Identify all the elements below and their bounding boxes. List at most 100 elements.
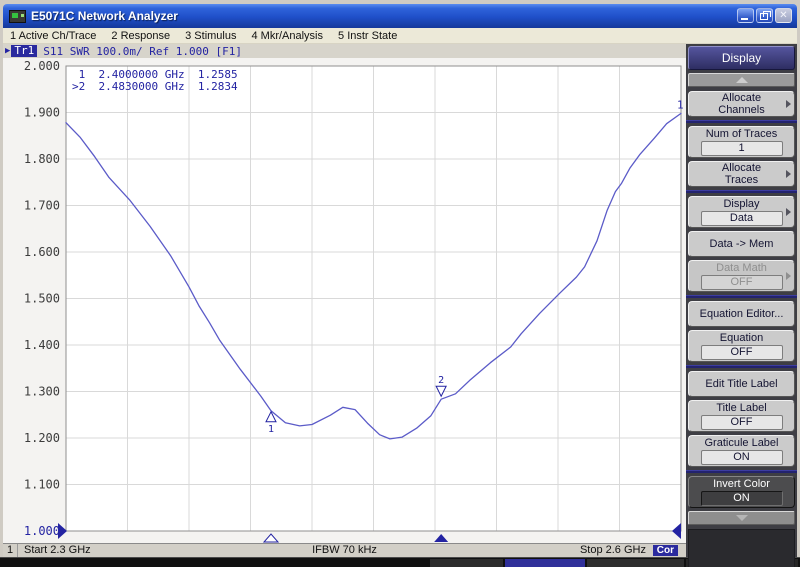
softkey-invert-color[interactable]: Invert Color ON (688, 476, 795, 508)
app-icon (9, 9, 26, 23)
restore-icon[interactable] (756, 8, 773, 23)
softkey-separator (686, 365, 797, 368)
softkey-value: Data (700, 211, 783, 226)
graticule-border (65, 65, 682, 532)
trace-number-badge[interactable]: Tr1 (11, 45, 38, 57)
softkey-separator (686, 190, 797, 193)
reference-level-right-icon (672, 523, 681, 539)
softkey-separator (686, 120, 797, 123)
softkey-label: Allocate Traces (721, 162, 762, 186)
taskbar-segment (430, 559, 503, 567)
softkey-graticule-label[interactable]: Graticule Label ON (688, 435, 795, 467)
menu-item-3[interactable]: 3 Stimulus (185, 29, 237, 42)
softkey-data-math[interactable]: Data Math OFF (688, 260, 795, 292)
softkey-value: OFF (700, 345, 783, 360)
softkey-title-label[interactable]: Title Label OFF (688, 400, 795, 432)
trace-end-number: 1 (677, 98, 684, 111)
softkey-label: Invert Color (713, 478, 770, 490)
taskbar-segment (587, 559, 684, 567)
y-axis-tick-label: 2.000 (24, 59, 60, 73)
taskbar-segment (505, 559, 585, 567)
marker-label: 2 (438, 375, 444, 386)
marker-readout-line: >2 2.4830000 GHz 1.2834 (72, 80, 238, 93)
close-icon[interactable] (775, 8, 792, 23)
reference-level-left-icon (58, 523, 67, 539)
chevron-right-icon (786, 170, 791, 178)
chevron-right-icon (786, 100, 791, 108)
y-axis-tick-label: 1.700 (24, 199, 60, 213)
window-title: E5071C Network Analyzer (31, 9, 178, 23)
plot-area: 2.000 1.900 1.800 1.700 1.600 1.500 1.400 1.300… (3, 58, 686, 543)
softkey-value: ON (700, 491, 783, 506)
y-axis-tick-label: 1.500 (24, 292, 60, 306)
softkey-label: Data -> Mem (709, 238, 774, 250)
softkey-value: ON (700, 450, 783, 465)
softkey-empty-area (688, 529, 795, 567)
softkey-label: Display (723, 198, 760, 210)
softkey-label: Equation Editor... (699, 308, 784, 320)
y-axis-tick-label: 1.100 (24, 478, 60, 492)
softkey-menu-title: Display (688, 46, 795, 70)
y-axis-tick-label: 1.000 (24, 524, 60, 538)
menu-item-4[interactable]: 4 Mkr/Analysis (251, 29, 324, 42)
softkey-value: 1 (700, 141, 783, 156)
menu-bar: 1 Active Ch/Trace 2 Response 3 Stimulus 4 M… (3, 28, 797, 44)
softkey-panel: Display Allocate Channels Num of Traces 1 A… (686, 44, 797, 567)
minimize-icon[interactable] (737, 8, 754, 23)
softkey-label: Allocate Channels (718, 92, 765, 116)
active-trace-pointer-icon: ▶ (5, 46, 11, 56)
softkey-edit-title-label[interactable]: Edit Title Label (688, 371, 795, 397)
menu-item-2[interactable]: 2 Response (111, 29, 171, 42)
marker-triangle-icon (435, 385, 447, 398)
softkey-equation-editor[interactable]: Equation Editor... (688, 301, 795, 327)
softkey-num-of-traces[interactable]: Num of Traces 1 (688, 126, 795, 158)
softkey-label: Title Label (716, 402, 767, 414)
softkey-value: OFF (700, 275, 783, 290)
softkey-display-data[interactable]: Display Data (688, 196, 795, 228)
softkey-data-to-mem[interactable]: Data -> Mem (688, 231, 795, 257)
title-bar: E5071C Network Analyzer (3, 4, 797, 28)
softkey-label: Data Math (716, 262, 767, 274)
status-bar: 1 Start 2.3 GHz IFBW 70 kHz Stop 2.6 GHz… (3, 543, 686, 557)
marker-stimulus-icon (262, 533, 280, 543)
status-ifbw: IFBW 70 kHz (312, 544, 377, 556)
status-start-frequency: Start 2.3 GHz (24, 544, 91, 556)
marker-readout-line: 1 2.4000000 GHz 1.2585 (72, 68, 238, 81)
y-axis-tick-label: 1.200 (24, 431, 60, 445)
y-axis-tick-label: 1.800 (24, 152, 60, 166)
swr-chart: 2.000 1.900 1.800 1.700 1.600 1.500 1.400 1.300… (24, 59, 684, 543)
triangle-up-icon (735, 77, 748, 83)
correction-badge: Cor (652, 545, 678, 556)
softkey-separator (686, 295, 797, 298)
softkey-label: Edit Title Label (705, 378, 778, 390)
triangle-down-icon (735, 515, 748, 521)
menu-item-1[interactable]: 1 Active Ch/Trace (10, 29, 97, 42)
bottom-taskbar (0, 557, 800, 567)
softkey-separator (686, 470, 797, 473)
softkey-allocate-channels[interactable]: Allocate Channels (688, 91, 795, 117)
chevron-right-icon (786, 272, 791, 280)
menu-item-5[interactable]: 5 Instr State (338, 29, 398, 42)
y-axis-tick-label: 1.900 (24, 106, 60, 120)
swr-trace (65, 112, 682, 440)
softkey-list: Allocate Channels Num of Traces 1 Allocate … (686, 91, 797, 508)
chevron-right-icon (786, 208, 791, 216)
softkey-label: Num of Traces (705, 128, 778, 140)
marker-stimulus-icon (434, 534, 449, 542)
softkey-value: OFF (700, 415, 783, 430)
softkey-equation[interactable]: Equation OFF (688, 330, 795, 362)
trace-title-bar: ▶ Tr1 S11 SWR 100.0m/ Ref 1.000 [F1] (3, 44, 686, 58)
trace-descriptor: S11 SWR 100.0m/ Ref 1.000 [F1] (43, 44, 242, 58)
scroll-down-button[interactable] (688, 511, 795, 525)
y-axis-tick-label: 1.600 (24, 245, 60, 259)
window-controls (737, 8, 792, 23)
y-axis-tick-label: 1.400 (24, 338, 60, 352)
status-stop-frequency: Stop 2.6 GHz (579, 544, 646, 556)
softkey-allocate-traces[interactable]: Allocate Traces (688, 161, 795, 187)
marker-triangle-icon (265, 410, 277, 423)
softkey-label: Equation (719, 332, 764, 344)
scroll-up-button[interactable] (688, 73, 795, 87)
marker-label: 1 (268, 424, 274, 435)
softkey-label: Graticule Label (704, 437, 779, 449)
